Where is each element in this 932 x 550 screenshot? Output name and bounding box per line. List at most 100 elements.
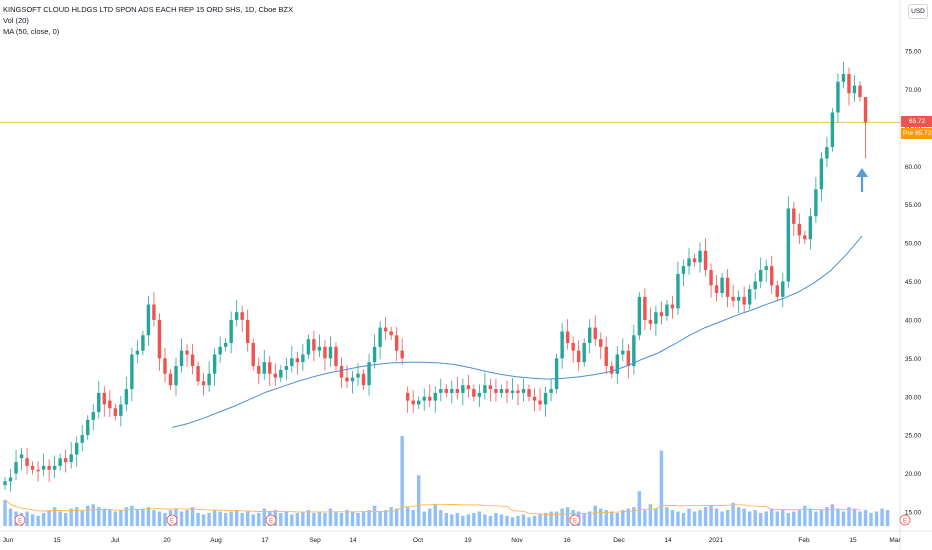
x-tick-label: Jun [3, 537, 14, 544]
volume-bar [63, 512, 68, 526]
candle-body [483, 385, 487, 393]
candle-body [841, 74, 846, 82]
volume-bar [510, 517, 515, 526]
volume-ma-line [4, 499, 860, 515]
candle-body [97, 392, 101, 413]
volume-bar [301, 511, 305, 526]
candle-body [538, 400, 542, 405]
candle-body [753, 281, 757, 290]
volume-bar [643, 510, 647, 526]
volume-bar [108, 510, 112, 526]
volume-bar [356, 512, 360, 526]
earnings-marker-label: E [269, 519, 273, 525]
x-tick-label: 14 [349, 537, 357, 544]
volume-bar [615, 512, 620, 526]
candle-body [141, 335, 145, 351]
volume-bar [113, 511, 118, 526]
volume-bar [328, 508, 333, 526]
candle-body [847, 74, 851, 94]
volume-bar [461, 515, 465, 526]
candle-body [505, 389, 509, 393]
candle-body [775, 285, 779, 297]
earnings-marker-label: E [170, 519, 174, 525]
candle-body [400, 350, 404, 359]
volume-bar [709, 505, 713, 526]
volume-bar [621, 510, 625, 526]
volume-bar [58, 511, 62, 526]
volume-bar [681, 512, 686, 526]
candle-body [30, 465, 35, 470]
candle-body [102, 392, 107, 405]
volume-bar [146, 507, 151, 526]
volume-bar [323, 512, 327, 526]
candle-body [659, 312, 664, 317]
candle-body [80, 435, 84, 443]
candle-body [47, 465, 51, 470]
volume-bar [428, 508, 432, 526]
candle-body [742, 296, 746, 305]
volume-bar [747, 511, 752, 526]
candle-body [797, 223, 802, 236]
candle-body [714, 285, 719, 294]
candle-body [422, 396, 426, 401]
volume-bar [532, 515, 537, 526]
candle-body [709, 269, 713, 286]
volume-bar [692, 511, 697, 526]
volume-bar [378, 511, 382, 526]
volume-bar [312, 512, 316, 526]
candle-body [185, 350, 189, 355]
premarket-label: Pre [903, 130, 914, 137]
volume-bar [736, 507, 741, 526]
volume-bar [295, 512, 300, 526]
last-price-tag: 65.72 [901, 116, 932, 127]
volume-bar [549, 511, 553, 526]
candle-body [268, 362, 272, 374]
candle-body [499, 389, 504, 393]
volume-bar [86, 505, 90, 526]
candle-body [196, 366, 200, 382]
volume-bar [3, 499, 7, 526]
candle-body [3, 481, 7, 486]
currency-button[interactable]: USD [908, 4, 928, 19]
volume-bar [91, 504, 95, 526]
volume-bar [786, 512, 791, 526]
volume-bar [240, 512, 244, 526]
candle-body [852, 85, 857, 94]
volume-bar [494, 512, 498, 526]
volume-bar [742, 508, 746, 526]
y-tick-label: 40.00 [905, 317, 922, 324]
volume-bar [400, 436, 404, 526]
x-tick-label: Aug [210, 537, 222, 544]
volume-bar [792, 511, 796, 526]
candle-body [543, 392, 548, 405]
candle-body [687, 258, 691, 267]
volume-bar [516, 515, 520, 526]
candle-body [792, 208, 796, 224]
candle-body [257, 366, 261, 374]
volume-bar [648, 504, 653, 526]
up-arrow-head [856, 168, 868, 177]
volume-bar [819, 510, 824, 526]
volume-bar [290, 514, 294, 526]
candle-body [786, 208, 791, 282]
volume-indicator-label[interactable]: Vol (20) [3, 16, 29, 25]
candle-body [665, 304, 669, 317]
candle-body [819, 158, 824, 190]
moving-average-label[interactable]: MA (50, close, 0) [3, 27, 60, 36]
chart-legend: KINGSOFT CLOUD HLDGS LTD SPON ADS EACH R… [3, 4, 293, 37]
volume-bar [8, 508, 13, 526]
candle-body [554, 358, 559, 390]
volume-bar [196, 512, 200, 526]
symbol-title[interactable]: KINGSOFT CLOUD HLDGS LTD SPON ADS EACH R… [3, 5, 294, 14]
volume-bar [30, 514, 35, 526]
candle-body [604, 346, 608, 367]
candle-body [830, 112, 835, 148]
volume-bar [361, 511, 366, 526]
x-tick-label: Nov [511, 537, 523, 544]
volume-bar [781, 510, 785, 526]
candle-body [174, 366, 178, 386]
candle-body [670, 304, 675, 309]
candle-body [681, 266, 686, 274]
volume-bar [119, 510, 123, 526]
